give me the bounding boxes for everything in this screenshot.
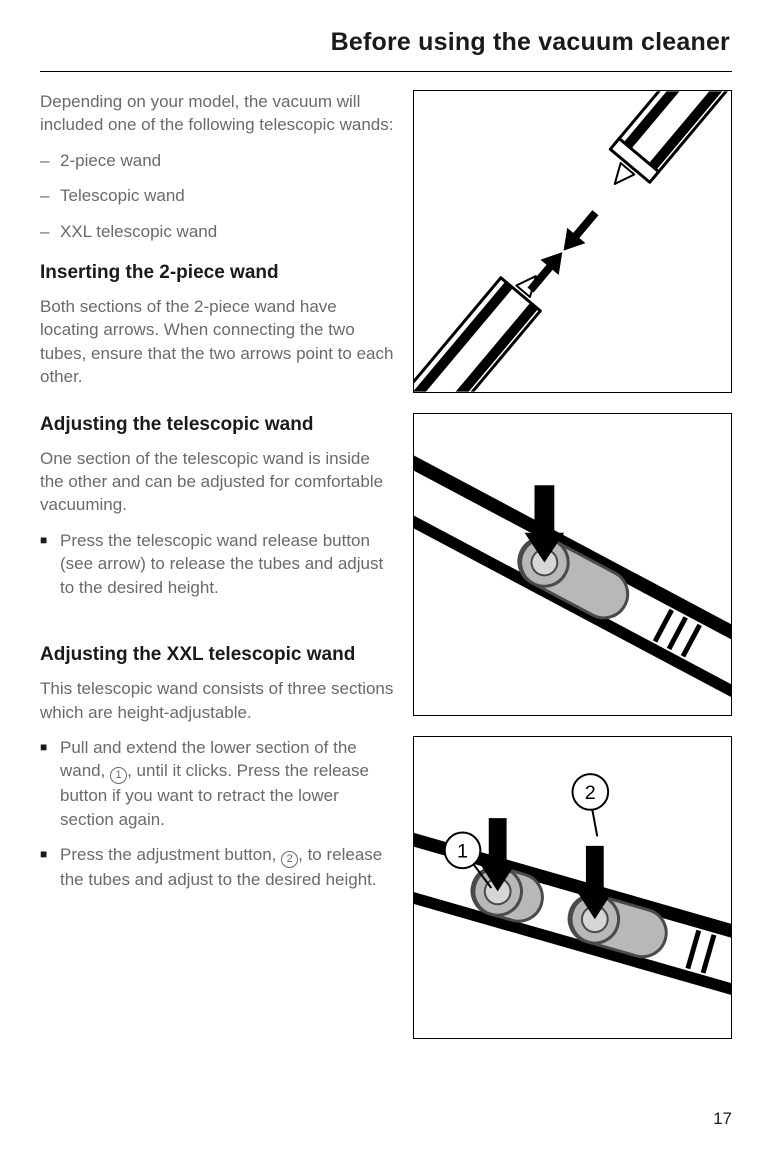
section-body: One section of the telescopic wand is in…	[40, 447, 395, 517]
dash-icon: –	[40, 149, 60, 172]
text-column: Depending on your model, the vacuum will…	[40, 90, 395, 1039]
section-heading: Adjusting the XXL telescopic wand	[40, 643, 395, 667]
section-body: Both sections of the 2-piece wand have l…	[40, 295, 395, 389]
callout-2-label: 2	[585, 782, 596, 804]
page-number: 17	[713, 1109, 732, 1129]
bullet-list: ■ Pull and extend the lower section of t…	[40, 736, 395, 892]
section-heading: Adjusting the telescopic wand	[40, 413, 395, 437]
figure-telescopic-wand	[413, 413, 732, 716]
list-item: – 2-piece wand	[40, 149, 395, 172]
intro-paragraph: Depending on your model, the vacuum will…	[40, 90, 395, 137]
callout-1-label: 1	[457, 840, 468, 862]
square-bullet-icon: ■	[40, 843, 60, 891]
list-item: ■ Press the telescopic wand release butt…	[40, 529, 395, 599]
figure-column: 1 2	[413, 90, 732, 1039]
section-body: This telescopic wand consists of three s…	[40, 677, 395, 724]
figure-xxl-telescopic-wand: 1 2	[413, 736, 732, 1039]
square-bullet-icon: ■	[40, 529, 60, 599]
dash-icon: –	[40, 184, 60, 207]
content-columns: Depending on your model, the vacuum will…	[40, 90, 732, 1039]
dash-icon: –	[40, 220, 60, 243]
list-item-label: Press the adjustment button, 2, to relea…	[60, 843, 395, 891]
figure-two-piece-wand	[413, 90, 732, 393]
list-item: – Telescopic wand	[40, 184, 395, 207]
list-item-label: Telescopic wand	[60, 184, 185, 207]
telescopic-wand-svg	[414, 414, 731, 715]
list-item: ■ Press the adjustment button, 2, to rel…	[40, 843, 395, 891]
list-item-label: Pull and extend the lower section of the…	[60, 736, 395, 831]
title-rule	[40, 71, 732, 72]
square-bullet-icon: ■	[40, 736, 60, 831]
xxl-telescopic-wand-svg: 1 2	[414, 737, 731, 1038]
page-title: Before using the vacuum cleaner	[40, 28, 732, 57]
list-item: – XXL telescopic wand	[40, 220, 395, 243]
list-item-label: Press the telescopic wand release button…	[60, 529, 395, 599]
two-piece-wand-svg	[414, 91, 731, 392]
list-item-label: 2-piece wand	[60, 149, 161, 172]
bullet-list: ■ Press the telescopic wand release butt…	[40, 529, 395, 599]
section-heading: Inserting the 2-piece wand	[40, 261, 395, 285]
list-item-label: XXL telescopic wand	[60, 220, 217, 243]
wand-options-list: – 2-piece wand – Telescopic wand – XXL t…	[40, 149, 395, 243]
list-item: ■ Pull and extend the lower section of t…	[40, 736, 395, 831]
